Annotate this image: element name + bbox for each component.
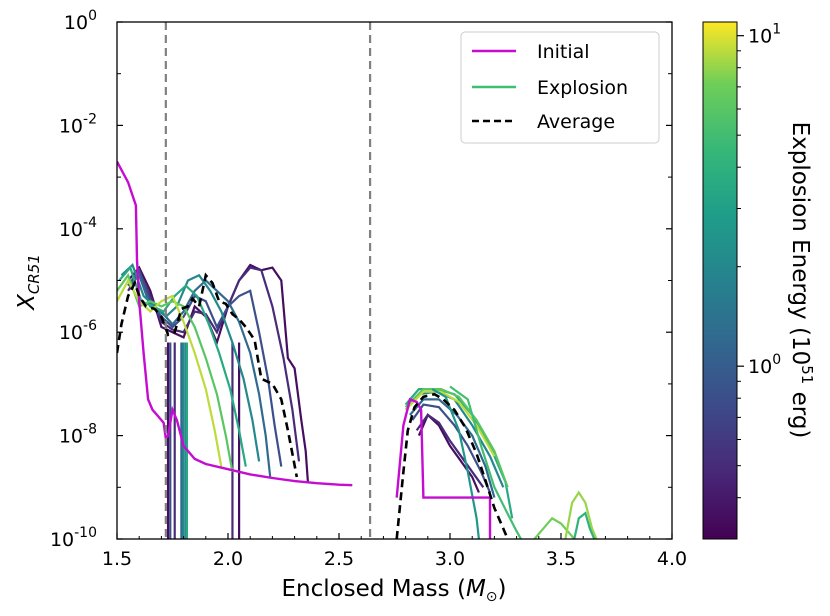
y-tick-label-3: 10-6 <box>59 318 97 344</box>
legend-average-label: Average <box>537 111 615 133</box>
x-axis-title: Enclosed Mass (M⊙) <box>281 576 506 605</box>
colorbar-tick-label-1: 100 <box>748 352 781 378</box>
colorbar-tick-label-0: 101 <box>748 22 781 48</box>
x-tick-label-5: 4.0 <box>657 548 687 570</box>
initial-line-segment-1 <box>395 397 492 539</box>
colorbar: 101 100 Explosion Energy (1051 erg) <box>702 21 816 540</box>
x-tick-label-0: 1.5 <box>102 548 132 570</box>
explosion-line-right-2 <box>411 403 492 493</box>
y-tick-label-4: 10-8 <box>59 422 97 448</box>
x-tick-label-1: 2.0 <box>213 548 243 570</box>
explosion-extra-line-4 <box>573 511 596 539</box>
legend-initial-label: Initial <box>537 41 590 63</box>
explosion-extra-line-1 <box>449 385 522 539</box>
explosion-line-right-6 <box>404 388 509 488</box>
x-tick-label-3: 3.0 <box>435 548 465 570</box>
vertical-lines-group <box>164 22 372 539</box>
x-tick-label-4: 3.5 <box>546 548 576 570</box>
colorbar-label: Explosion Energy (1051 erg) <box>787 122 816 439</box>
y-tick-label-2: 10-4 <box>59 215 97 241</box>
legend: Initial Explosion Average <box>460 31 660 144</box>
colorbar-ticks-group: 101 100 <box>737 22 781 499</box>
explosion-line-left-7 <box>117 278 223 467</box>
explosion-extra-line-2 <box>533 516 576 539</box>
y-tick-label-5: 10-10 <box>50 525 97 551</box>
explosion-line-left-6 <box>117 272 234 472</box>
legend-explosion-label: Explosion <box>537 77 628 99</box>
colorbar-gradient <box>702 21 738 540</box>
explosion-line-right-7 <box>404 390 496 457</box>
y-ticks-group: 100 10-2 10-4 10-6 10-8 10-10 <box>50 8 672 551</box>
explosion-line-right-1 <box>415 413 485 488</box>
explosion-extra-line-3 <box>564 490 598 539</box>
average-line-segment-0 <box>117 272 299 478</box>
average-series-group <box>117 272 509 539</box>
x-ticks-group: 1.5 2.0 2.5 3.0 3.5 4.0 <box>102 533 687 570</box>
y-tick-label-1: 10-2 <box>59 111 97 137</box>
y-tick-label-0: 100 <box>64 8 97 34</box>
y-axis-title: XCR51 <box>14 254 43 311</box>
legend-box <box>460 31 660 144</box>
average-line-segment-1 <box>395 392 509 539</box>
x-tick-label-2: 2.5 <box>324 548 354 570</box>
explosion-line-left-4 <box>120 263 261 462</box>
explosion-extra-line-0 <box>431 388 480 539</box>
